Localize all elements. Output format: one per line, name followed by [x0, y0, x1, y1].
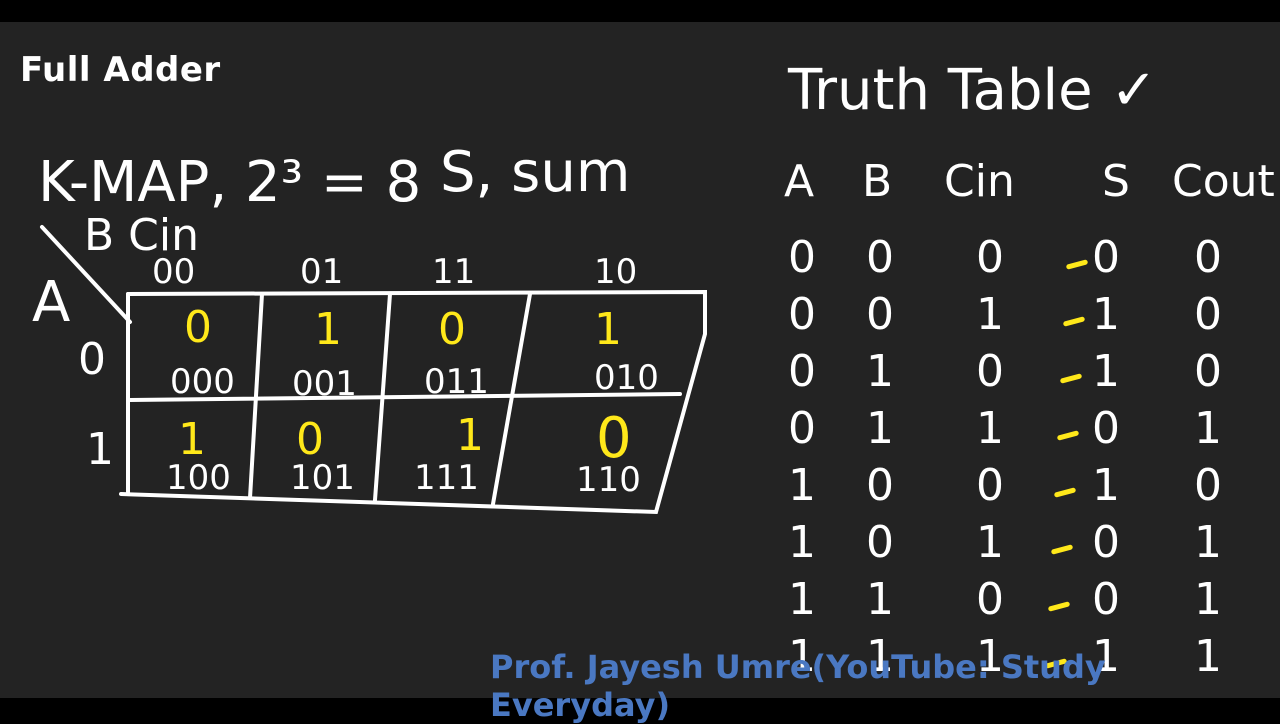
kmap-grid — [40, 225, 707, 515]
truth-table-cell-a: 1 — [788, 517, 816, 568]
truth-table-cell-a: 0 — [788, 403, 816, 454]
truth-table-cell-s: 1 — [1092, 460, 1120, 511]
truth-table-cell-cout: 1 — [1194, 403, 1222, 454]
kmap-cell-value-110: 0 — [596, 406, 632, 471]
truth-table-cell-cout: 1 — [1194, 574, 1222, 625]
kmap-cell-value-001: 1 — [314, 304, 342, 355]
truth-table-cell-cin: 1 — [976, 517, 1004, 568]
truth-table-cell-s: 0 — [1092, 574, 1120, 625]
kmap-col-var: B Cin — [84, 210, 200, 261]
kmap-row-header-1: 1 — [86, 424, 114, 475]
truth-table-cell-b: 0 — [866, 517, 894, 568]
kmap-cell-minterm-111: 111 — [414, 458, 479, 498]
kmap-cell-value-010: 1 — [594, 304, 622, 355]
truth-table-cell-s: 0 — [1092, 517, 1120, 568]
kmap-title: K-MAP, 2³ = 8 — [38, 150, 422, 215]
truth-table-header-b: B — [862, 156, 893, 207]
truth-table-cell-a: 1 — [788, 574, 816, 625]
truth-table-cell-cout: 0 — [1194, 232, 1222, 283]
truth-table-cell-a: 0 — [788, 289, 816, 340]
kmap-cell-value-000: 0 — [184, 302, 212, 353]
truth-table-cell-s: 0 — [1092, 232, 1120, 283]
truth-table-cell-cin: 1 — [976, 403, 1004, 454]
truth-table-cell-cin: 1 — [976, 289, 1004, 340]
kmap-outline — [119, 289, 707, 515]
kmap-diagonal — [40, 225, 132, 324]
truth-table-cell-a: 1 — [788, 460, 816, 511]
kmap-cell-value-100: 1 — [178, 414, 206, 465]
truth-table-cell-s: 1 — [1092, 289, 1120, 340]
truth-table-cell-cin: 1 — [976, 631, 1004, 682]
truth-table-cell-cin: 0 — [976, 460, 1004, 511]
truth-table-cell-cout: 0 — [1194, 460, 1222, 511]
truth-table-cell-a: 0 — [788, 232, 816, 283]
kmap-cell-value-111: 1 — [456, 410, 484, 461]
truth-table-cell-b: 1 — [866, 403, 894, 454]
kmap-col-header-3: 10 — [594, 252, 638, 292]
truth-table-header-a: A — [784, 156, 815, 207]
truth-table-cell-cout: 0 — [1194, 289, 1222, 340]
kmap-cell-minterm-010: 010 — [594, 358, 659, 398]
truth-table-cell-a: 0 — [788, 346, 816, 397]
truth-table-cell-cout: 0 — [1194, 346, 1222, 397]
truth-table-cell-b: 1 — [866, 346, 894, 397]
truth-table-cell-b: 1 — [866, 631, 894, 682]
truth-table-cell-b: 1 — [866, 574, 894, 625]
truth-table-cell-b: 0 — [866, 460, 894, 511]
kmap-cell-minterm-110: 110 — [576, 460, 641, 500]
kmap-cell-minterm-000: 000 — [170, 362, 235, 402]
truth-table-header-s: S — [1102, 156, 1130, 207]
truth-table-cell-cout: 1 — [1194, 517, 1222, 568]
kmap-cell-value-101: 0 — [296, 414, 324, 465]
kmap-output-label: S, sum — [440, 140, 631, 205]
credit-watermark: Prof. Jayesh Umre(YouTube: Study Everyda… — [490, 648, 1106, 724]
truth-table-cell-cout: 1 — [1194, 631, 1222, 682]
truth-table-cell-cin: 0 — [976, 232, 1004, 283]
kmap-cell-minterm-101: 101 — [290, 458, 355, 498]
kmap-row-header-0: 0 — [78, 334, 106, 385]
whiteboard: Full Adder K-MAP, 2³ = 8 S, sum B Cin A … — [0, 22, 1280, 724]
kmap-cell-minterm-011: 011 — [424, 362, 489, 402]
kmap-row-var: A — [32, 270, 71, 335]
truth-table-cell-b: 0 — [866, 232, 894, 283]
kmap-cell-minterm-001: 001 — [292, 364, 357, 404]
truth-table-cell-s: 1 — [1092, 346, 1120, 397]
truth-table-header-cin: Cin — [944, 156, 1015, 207]
kmap-row-divider — [128, 392, 682, 402]
truth-table-cell-s: 0 — [1092, 403, 1120, 454]
truth-table-cell-cin: 0 — [976, 346, 1004, 397]
slide-title: Full Adder — [20, 50, 221, 90]
truth-table-title: Truth Table ✓ — [788, 58, 1158, 123]
kmap-cell-minterm-100: 100 — [166, 458, 231, 498]
truth-table-cell-cin: 0 — [976, 574, 1004, 625]
truth-table-header-cout: Cout — [1172, 156, 1275, 207]
kmap-col-header-1: 01 — [300, 252, 344, 292]
kmap-cell-value-011: 0 — [438, 304, 466, 355]
truth-table-cell-a: 1 — [788, 631, 816, 682]
kmap-col-header-0: 00 — [152, 252, 196, 292]
kmap-col-header-2: 11 — [432, 252, 476, 292]
truth-table-cell-s: 1 — [1092, 631, 1120, 682]
truth-table-cell-b: 0 — [866, 289, 894, 340]
